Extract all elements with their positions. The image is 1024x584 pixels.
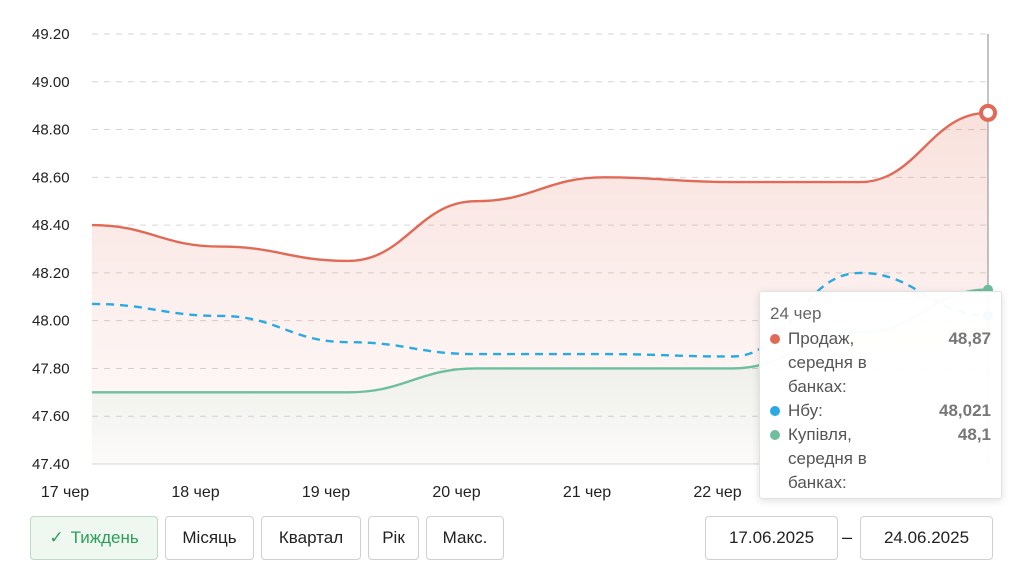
period-button-month[interactable]: Місяць: [165, 516, 254, 560]
period-label-year: Рік: [382, 528, 405, 547]
tooltip-label-sell: Продаж, середня в банках:: [788, 329, 867, 396]
y-tick-label: 48.00: [32, 313, 70, 330]
tooltip-label-buy: Купівля, середня в банках:: [788, 425, 867, 492]
tooltip-value-sell: 48,87: [948, 329, 991, 348]
x-tick-label: 22 чер: [693, 484, 741, 501]
nbu-dot-icon: [770, 406, 780, 416]
y-tick-label: 47.60: [32, 408, 70, 425]
buy-dot-icon: [770, 430, 780, 440]
y-tick-label: 49.20: [32, 26, 70, 43]
y-tick-label: 49.00: [32, 74, 70, 91]
chart-tooltip: 24 чер Продаж, середня в банках: 48,87 Н…: [759, 291, 1002, 499]
period-button-quarter[interactable]: Квартал: [261, 516, 361, 560]
x-tick-label: 18 чер: [171, 484, 219, 501]
sell-dot-icon: [770, 334, 780, 344]
period-label-max: Макс.: [442, 528, 488, 547]
tooltip-row-buy: Купівля, середня в банках: 48,1: [770, 423, 991, 495]
date-range-separator: –: [842, 527, 853, 547]
y-tick-label: 48.40: [32, 217, 70, 234]
y-tick-label: 47.40: [32, 456, 70, 473]
tooltip-value-nbu: 48,021: [939, 401, 991, 420]
series-line-0: [91, 111, 989, 263]
y-tick-label: 47.80: [32, 360, 70, 377]
x-axis: 17 чер 18 чер 19 чер 20 чер 21 чер 22 чер: [41, 484, 742, 501]
tooltip-row-nbu: Нбу: 48,021: [770, 399, 991, 423]
y-tick-label: 48.60: [32, 169, 70, 186]
x-tick-label: 17 чер: [41, 484, 89, 501]
tooltip-row-sell: Продаж, середня в банках: 48,87: [770, 327, 991, 399]
period-label-quarter: Квартал: [278, 528, 344, 547]
x-tick-label: 19 чер: [302, 484, 350, 501]
series-line-1: [91, 271, 989, 358]
period-label-week: Тиждень: [70, 528, 139, 547]
tooltip-date: 24 чер: [770, 304, 822, 323]
y-tick-label: 48.80: [32, 122, 70, 139]
data-point: [979, 103, 997, 122]
x-tick-label: 20 чер: [432, 484, 480, 501]
period-button-year[interactable]: Рік: [368, 516, 419, 560]
x-tick-label: 21 чер: [563, 484, 611, 501]
period-button-week[interactable]: ✓ Тиждень: [30, 516, 158, 560]
period-label-month: Місяць: [182, 528, 237, 547]
tooltip-value-buy: 48,1: [957, 425, 991, 444]
period-button-max[interactable]: Макс.: [426, 516, 504, 560]
date-to-input[interactable]: 24.06.2025: [860, 516, 993, 560]
tooltip-label-nbu: Нбу:: [788, 401, 823, 420]
check-icon: ✓: [49, 528, 64, 547]
y-axis: 49.20 49.00 48.80 48.60 48.40 48.20 48.00 47.80…: [32, 26, 70, 473]
y-tick-label: 48.20: [32, 265, 70, 282]
date-from-input[interactable]: 17.06.2025: [705, 516, 838, 560]
